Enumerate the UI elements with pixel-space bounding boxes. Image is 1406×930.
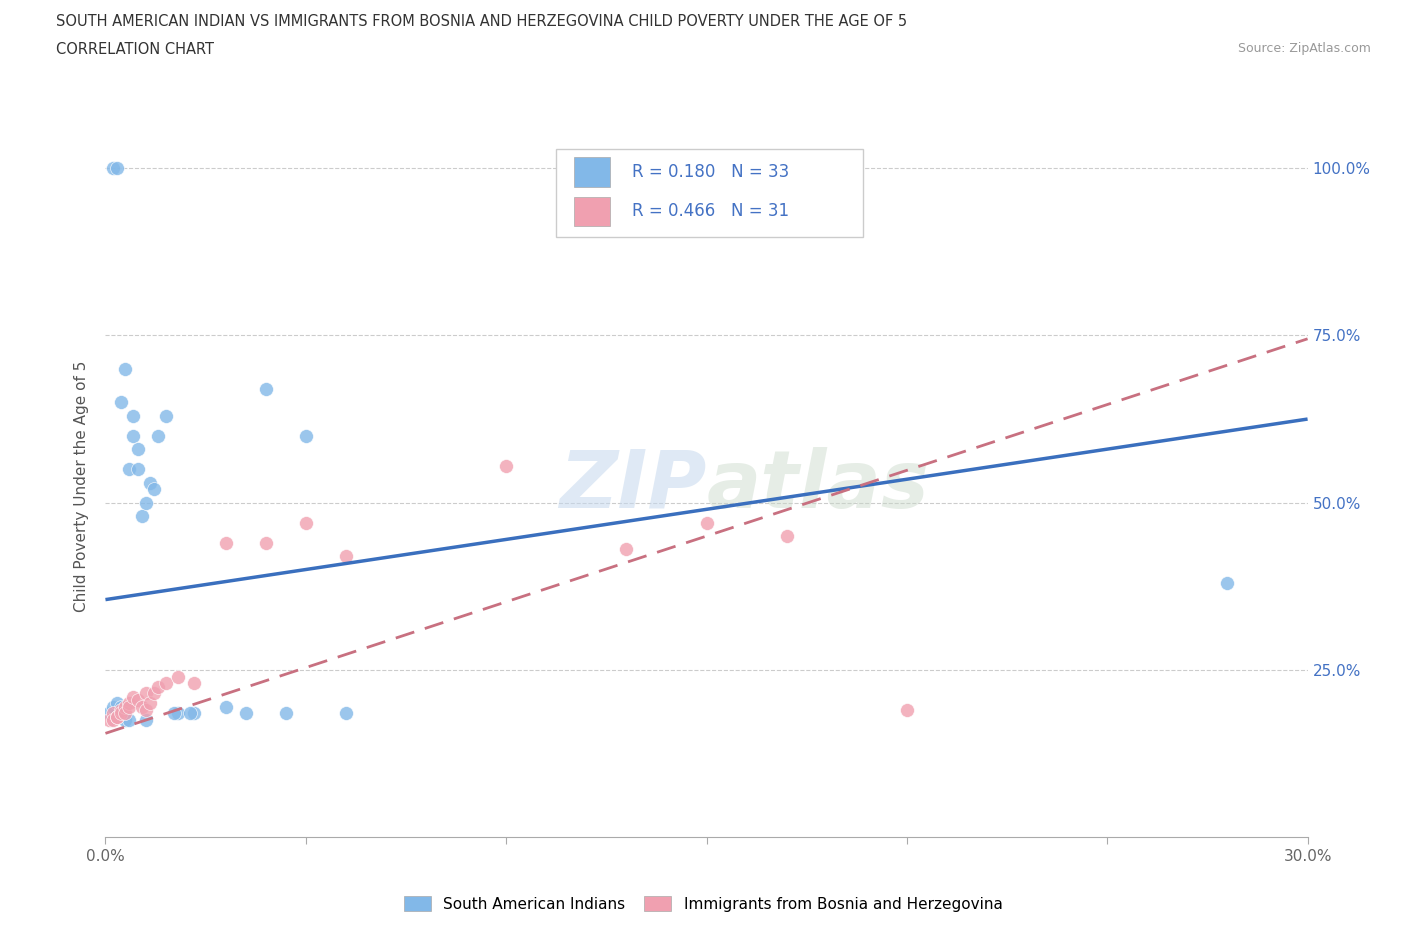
Text: ZIP: ZIP — [560, 447, 707, 525]
Point — [295, 515, 318, 530]
Point — [103, 706, 125, 721]
Point — [110, 395, 132, 410]
Point — [122, 689, 145, 704]
Point — [107, 696, 129, 711]
Point — [103, 712, 125, 727]
Point — [98, 706, 121, 721]
Point — [114, 706, 136, 721]
Point — [146, 429, 169, 444]
Point — [214, 699, 236, 714]
FancyBboxPatch shape — [574, 196, 610, 226]
Point — [135, 702, 157, 717]
Point — [274, 706, 297, 721]
Point — [131, 509, 153, 524]
Point — [138, 475, 160, 490]
Text: atlas: atlas — [707, 447, 929, 525]
Point — [495, 458, 517, 473]
Point — [103, 161, 125, 176]
Point — [155, 408, 177, 423]
Point — [166, 669, 188, 684]
Point — [114, 699, 136, 714]
Point — [110, 706, 132, 721]
Point — [162, 706, 184, 721]
Point — [155, 676, 177, 691]
Point — [131, 699, 153, 714]
Text: R = 0.180   N = 33: R = 0.180 N = 33 — [631, 163, 789, 181]
Point — [138, 696, 160, 711]
Y-axis label: Child Poverty Under the Age of 5: Child Poverty Under the Age of 5 — [75, 360, 90, 612]
Point — [127, 462, 149, 477]
Point — [122, 429, 145, 444]
Point — [1216, 576, 1239, 591]
Point — [118, 462, 141, 477]
Text: Source: ZipAtlas.com: Source: ZipAtlas.com — [1237, 42, 1371, 55]
Point — [235, 706, 257, 721]
Point — [118, 699, 141, 714]
Point — [183, 676, 205, 691]
Point — [142, 685, 165, 700]
Point — [335, 549, 357, 564]
Point — [107, 710, 129, 724]
Point — [896, 702, 918, 717]
Point — [776, 528, 799, 543]
Point — [103, 699, 125, 714]
Point — [135, 685, 157, 700]
FancyBboxPatch shape — [574, 157, 610, 187]
Point — [179, 706, 201, 721]
Point — [110, 699, 132, 714]
Point — [146, 679, 169, 694]
Text: SOUTH AMERICAN INDIAN VS IMMIGRANTS FROM BOSNIA AND HERZEGOVINA CHILD POVERTY UN: SOUTH AMERICAN INDIAN VS IMMIGRANTS FROM… — [56, 14, 907, 29]
Point — [254, 381, 277, 396]
FancyBboxPatch shape — [557, 149, 863, 236]
Point — [114, 362, 136, 377]
Point — [616, 542, 638, 557]
Point — [135, 495, 157, 510]
Legend: South American Indians, Immigrants from Bosnia and Herzegovina: South American Indians, Immigrants from … — [398, 889, 1008, 918]
Point — [142, 482, 165, 497]
Point — [214, 536, 236, 551]
Point — [127, 693, 149, 708]
Point — [183, 706, 205, 721]
Point — [107, 161, 129, 176]
Text: R = 0.466   N = 31: R = 0.466 N = 31 — [631, 203, 789, 220]
Point — [135, 712, 157, 727]
Point — [110, 702, 132, 717]
Point — [696, 515, 718, 530]
Point — [114, 712, 136, 727]
Point — [335, 706, 357, 721]
Point — [295, 429, 318, 444]
Text: CORRELATION CHART: CORRELATION CHART — [56, 42, 214, 57]
Point — [118, 712, 141, 727]
Point — [127, 442, 149, 457]
Point — [118, 696, 141, 711]
Point — [254, 536, 277, 551]
Point — [107, 710, 129, 724]
Point — [166, 706, 188, 721]
Point — [98, 712, 121, 727]
Point — [122, 408, 145, 423]
